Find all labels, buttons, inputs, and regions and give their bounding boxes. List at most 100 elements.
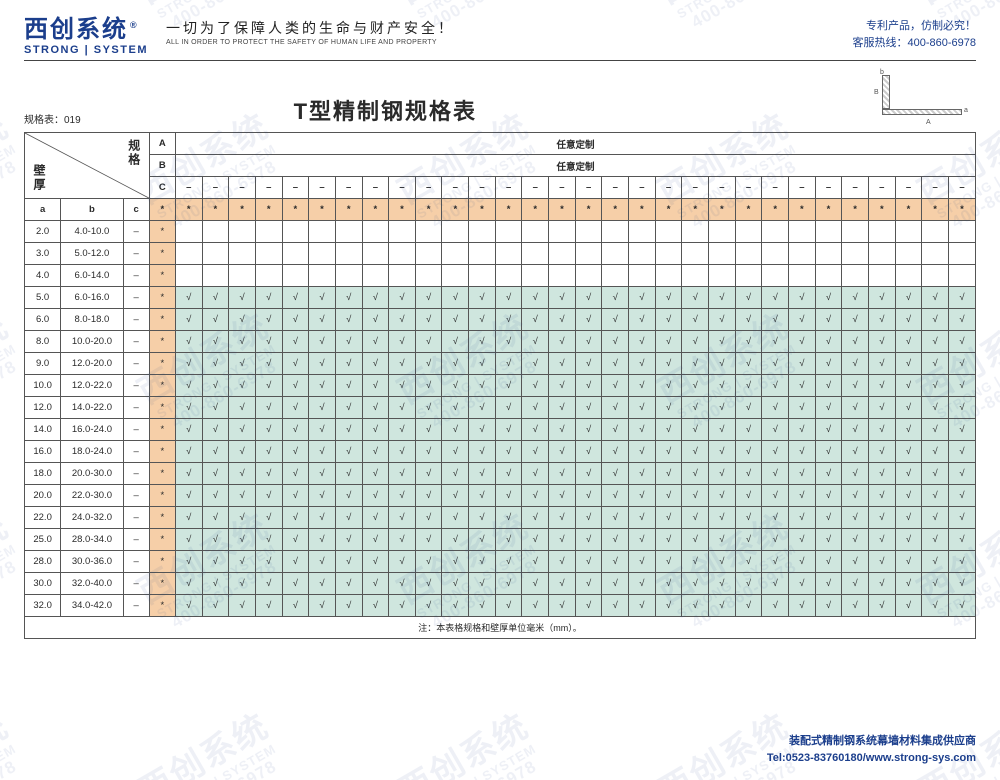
cell-tick: √ [735, 441, 762, 463]
spec-row: 12.014.0-22.0–*√√√√√√√√√√√√√√√√√√√√√√√√√… [25, 397, 976, 419]
cell-tick: √ [469, 463, 496, 485]
cell-tick: √ [522, 529, 549, 551]
cell-tick: √ [495, 551, 522, 573]
cell-tick: √ [815, 309, 842, 331]
cell-empty [175, 243, 202, 265]
cell-a: 20.0 [25, 485, 61, 507]
cell-a: 12.0 [25, 397, 61, 419]
cell-tick: √ [895, 463, 922, 485]
cell-tick: √ [415, 353, 442, 375]
header-C-cell: – [309, 177, 336, 199]
cell-tick: √ [682, 595, 709, 617]
cell-tick: √ [255, 353, 282, 375]
cell-tick: √ [629, 309, 656, 331]
cell-empty [389, 221, 416, 243]
cell-tick: √ [629, 463, 656, 485]
cell-tick: √ [469, 551, 496, 573]
cell-empty [895, 243, 922, 265]
cell-empty [602, 221, 629, 243]
cell-tick: √ [575, 375, 602, 397]
cell-tick: √ [895, 595, 922, 617]
cell-tick: √ [602, 309, 629, 331]
cell-tick: √ [948, 309, 975, 331]
cell-tick: √ [415, 397, 442, 419]
cell-tick: √ [495, 485, 522, 507]
cell-tick: √ [362, 375, 389, 397]
cell-tick: √ [362, 397, 389, 419]
cell-tick: √ [335, 375, 362, 397]
cell-tick: √ [522, 441, 549, 463]
cell-tick: √ [442, 353, 469, 375]
cell-tick: √ [442, 309, 469, 331]
col-header-b: b [61, 199, 123, 221]
cell-empty [655, 265, 682, 287]
cell-tick: √ [948, 375, 975, 397]
header-C-cell: – [842, 177, 869, 199]
cell-tick: √ [629, 331, 656, 353]
cell-tick: √ [629, 441, 656, 463]
cell-tick: √ [735, 353, 762, 375]
star-header: * [149, 199, 175, 221]
cell-tick: √ [895, 485, 922, 507]
cell-tick: √ [335, 573, 362, 595]
cell-tick: √ [282, 397, 309, 419]
cell-tick: √ [629, 353, 656, 375]
cell-tick: √ [229, 595, 256, 617]
cell-b: 18.0-24.0 [61, 441, 123, 463]
cell-tick: √ [255, 507, 282, 529]
cell-tick: √ [629, 375, 656, 397]
cell-tick: √ [469, 331, 496, 353]
cell-empty [335, 243, 362, 265]
cell-empty [442, 243, 469, 265]
cell-tick: √ [255, 397, 282, 419]
cell-tick: √ [922, 287, 949, 309]
logo-en: STRONG | SYSTEM [24, 44, 148, 56]
cell-tick: √ [895, 397, 922, 419]
cell-empty [415, 221, 442, 243]
cell-a: 14.0 [25, 419, 61, 441]
cell-tick: √ [842, 375, 869, 397]
cell-tick: √ [709, 331, 736, 353]
cell-tick: √ [549, 419, 576, 441]
cell-tick: √ [682, 485, 709, 507]
cell-empty [522, 221, 549, 243]
cell-tick: √ [629, 485, 656, 507]
cell-tick: √ [868, 507, 895, 529]
cell-tick: √ [229, 463, 256, 485]
header-B-label: B [149, 155, 175, 177]
cell-empty [202, 221, 229, 243]
cell-tick: √ [682, 287, 709, 309]
cell-tick: √ [255, 463, 282, 485]
cell-tick: √ [362, 551, 389, 573]
cell-tick: √ [495, 331, 522, 353]
cell-tick: √ [309, 551, 336, 573]
t-section-diagram: b B A a [830, 71, 970, 126]
cell-tick: √ [815, 595, 842, 617]
cell-tick: √ [549, 441, 576, 463]
cell-empty [895, 221, 922, 243]
cell-empty [815, 265, 842, 287]
spec-row: 3.05.0-12.0–* [25, 243, 976, 265]
cell-tick: √ [789, 441, 816, 463]
cell-tick: √ [895, 419, 922, 441]
header-C-cell: – [549, 177, 576, 199]
cell-tick: √ [549, 375, 576, 397]
star-header-cell: * [789, 199, 816, 221]
cell-empty [469, 265, 496, 287]
cell-tick: √ [469, 507, 496, 529]
cell-tick: √ [682, 529, 709, 551]
cell-tick: √ [948, 353, 975, 375]
cell-tick: √ [229, 529, 256, 551]
cell-tick: √ [762, 331, 789, 353]
cell-tick: √ [469, 595, 496, 617]
cell-tick: √ [415, 375, 442, 397]
cell-tick: √ [789, 397, 816, 419]
cell-tick: √ [709, 375, 736, 397]
cell-tick: √ [575, 551, 602, 573]
slogan-block: 一切为了保障人类的生命与财产安全！ ALL IN ORDER TO PROTEC… [166, 18, 455, 46]
cell-b: 5.0-12.0 [61, 243, 123, 265]
cell-tick: √ [522, 595, 549, 617]
cell-tick: √ [735, 419, 762, 441]
cell-tick: √ [415, 463, 442, 485]
cell-tick: √ [309, 573, 336, 595]
